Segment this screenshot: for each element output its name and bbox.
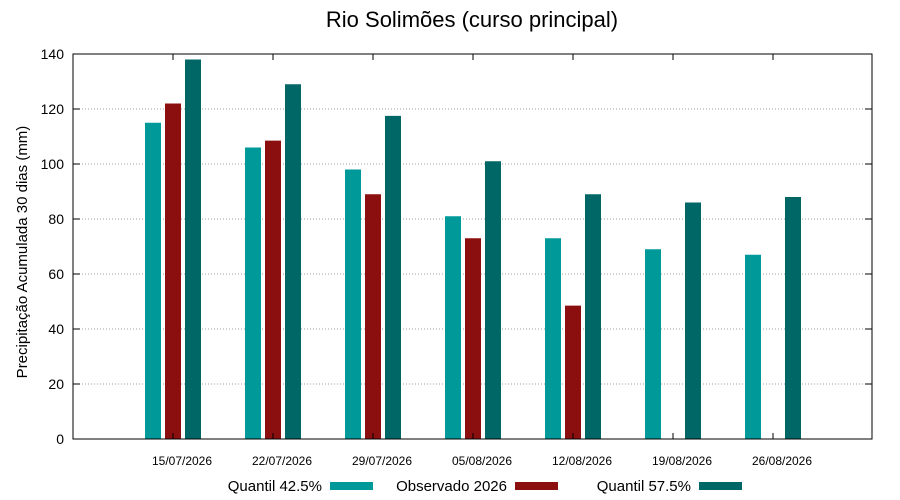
legend-label: Observado 2026 [396, 478, 507, 495]
bar-quantil-42-5 [445, 216, 461, 439]
y-tick-label: 60 [48, 266, 64, 282]
bar-quantil-42-5 [745, 254, 761, 439]
bar-quantil-57-5 [485, 161, 501, 439]
bar-quantil-57-5 [285, 84, 301, 439]
y-axis-label: Precipitação Acumulada 30 dias (mm) [14, 126, 31, 379]
bar-quantil-57-5 [385, 115, 401, 439]
legend-item: Quantil 57.5% [597, 478, 742, 495]
x-tick-label: 12/08/2026 [552, 454, 612, 468]
bar-quantil-57-5 [685, 202, 701, 439]
y-tick-label: 120 [41, 101, 65, 117]
bar-quantil-42-5 [345, 169, 361, 439]
bar-quantil-57-5 [185, 59, 201, 439]
bar-quantil-42-5 [545, 238, 561, 439]
bar-observado-2026 [165, 103, 181, 439]
legend: Quantil 42.5% Observado 2026 Quantil 57.5% [228, 478, 742, 495]
x-tick-label: 26/08/2026 [752, 454, 812, 468]
x-tick-label: 05/08/2026 [452, 454, 512, 468]
bar-quantil-42-5 [245, 147, 261, 439]
y-tick-label: 100 [41, 156, 65, 172]
bar-observado-2026 [265, 140, 281, 439]
bar-quantil-42-5 [145, 122, 161, 439]
legend-item: Quantil 42.5% [228, 478, 373, 495]
plot-area: 0 20 40 60 80 100 120 140 15/07/2026 22/07/2026 29… [41, 46, 873, 468]
legend-label: Quantil 42.5% [228, 478, 322, 495]
y-tick-label: 80 [48, 211, 64, 227]
bar-observado-2026 [565, 305, 581, 439]
bar-quantil-57-5 [585, 194, 601, 439]
x-tick-label: 22/07/2026 [252, 454, 312, 468]
x-tick-label: 15/07/2026 [152, 454, 212, 468]
bar-quantil-42-5 [645, 249, 661, 439]
legend-label: Quantil 57.5% [597, 478, 691, 495]
y-tick-label: 140 [41, 46, 65, 62]
legend-item: Observado 2026 [396, 478, 558, 495]
bar-observado-2026 [465, 238, 481, 439]
plot-border [72, 53, 873, 440]
bar-quantil-57-5 [785, 197, 801, 439]
y-tick-label: 20 [48, 376, 64, 392]
bar-observado-2026 [365, 194, 381, 439]
legend-swatch [515, 482, 558, 490]
x-tick-label: 29/07/2026 [352, 454, 412, 468]
x-tick-label: 19/08/2026 [652, 454, 712, 468]
legend-swatch [330, 482, 373, 490]
legend-swatch [699, 482, 742, 490]
chart-title: Rio Solimões (curso principal) [326, 7, 618, 32]
y-tick-label: 0 [56, 431, 64, 447]
y-tick-label: 40 [48, 321, 64, 337]
